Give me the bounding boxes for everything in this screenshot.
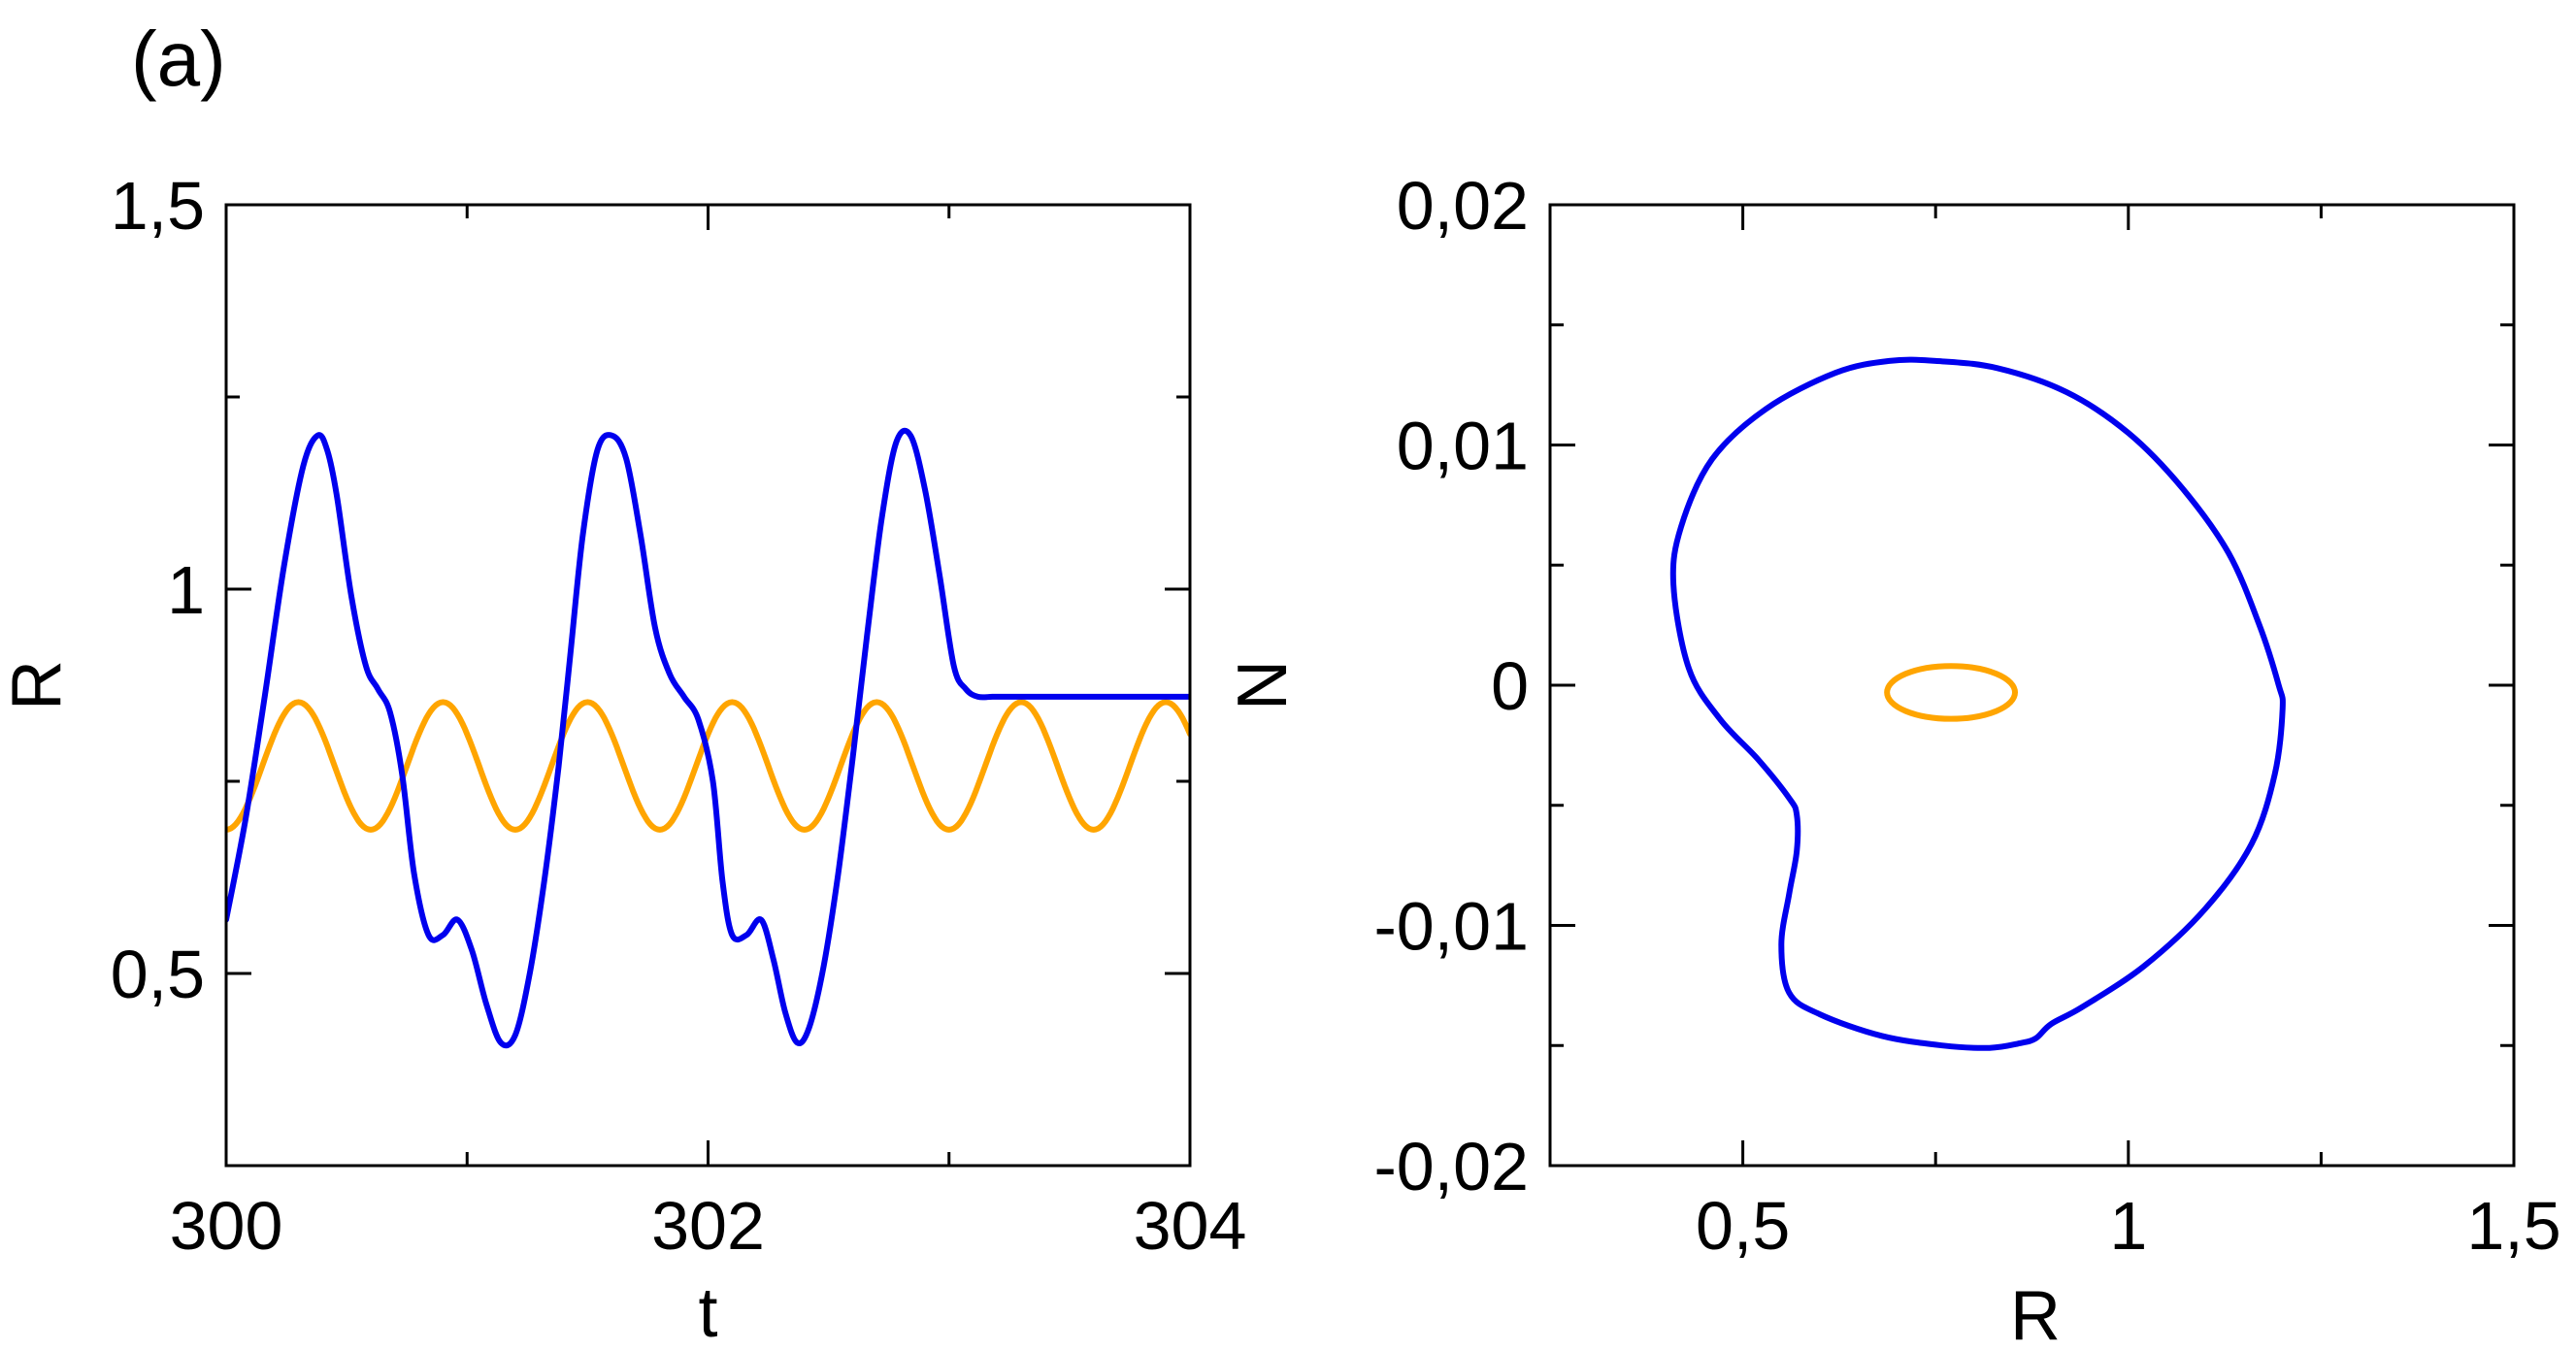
left-chart: 300 302 304 0,5 1 1,5 t R [0,168,1246,1351]
y-tick-label: -0,01 [1373,889,1529,965]
x-tick-label: 302 [651,1188,765,1264]
x-tick-label: 1 [2109,1188,2147,1264]
right-x-axis-label: R [2010,1277,2061,1351]
y-tick-label: 0,01 [1397,409,1529,484]
y-tick-label: 0 [1491,648,1529,724]
panel-label: (a) [131,16,226,102]
x-tick-label: 0,5 [1696,1188,1790,1264]
blue-series-line [226,427,1190,1049]
orange-orbit-line [1884,663,2019,722]
left-plot-area [226,427,1190,1049]
y-tick-label: 1 [167,552,205,628]
x-tick-label: 1,5 [2466,1188,2560,1264]
left-axes-frame [224,203,1192,1168]
y-tick-label: 0,02 [1397,168,1529,244]
right-chart: 0,5 1 1,5 -0,02 -0,01 0 0,01 0,02 R N [1224,168,2561,1351]
x-tick-label: 304 [1134,1188,1247,1264]
orange-series-line [226,699,1190,833]
right-ticks: 0,5 1 1,5 -0,02 -0,01 0 0,01 0,02 [1373,168,2560,1264]
left-ticks: 300 302 304 0,5 1 1,5 [111,168,1247,1264]
left-y-axis-label: R [0,660,76,710]
left-x-axis-label: t [698,1274,717,1351]
x-tick-label: 300 [170,1188,283,1264]
y-tick-label: 0,5 [111,937,205,1012]
blue-orbit-line [1669,356,2286,1051]
y-tick-label: -0,02 [1373,1129,1529,1204]
y-tick-label: 1,5 [111,168,205,244]
right-y-axis-label: N [1224,660,1302,710]
right-plot-area [1669,356,2286,1051]
